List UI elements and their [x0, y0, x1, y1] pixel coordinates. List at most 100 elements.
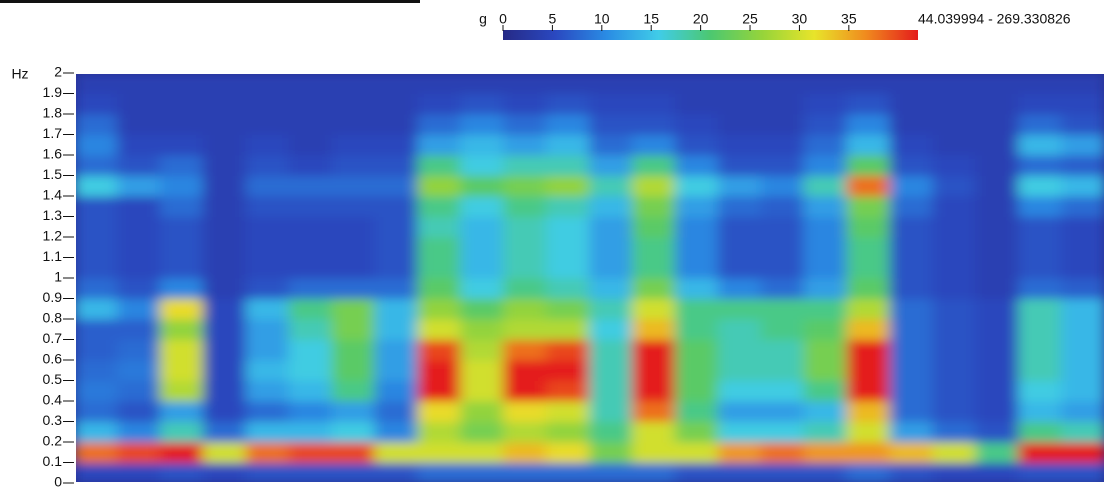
heatmap-cell	[1018, 257, 1063, 279]
heatmap-cell	[889, 257, 934, 279]
heatmap-cell	[932, 278, 977, 300]
heatmap-cell	[718, 216, 763, 238]
heatmap-cell	[546, 380, 591, 402]
heatmap-cell	[932, 155, 977, 177]
heatmap-cell	[246, 298, 291, 320]
heatmap-cell	[975, 462, 1020, 484]
heatmap-cell	[718, 339, 763, 361]
heatmap-cell	[203, 421, 248, 443]
heatmap-cell	[847, 93, 892, 115]
heatmap-cell	[203, 380, 248, 402]
heatmap-cell	[632, 401, 677, 423]
heatmap-cell	[975, 257, 1020, 279]
heatmap-cell	[718, 196, 763, 218]
heatmap-cell	[332, 216, 377, 238]
heatmap-cell	[1018, 298, 1063, 320]
heatmap-cell	[289, 114, 334, 136]
heatmap-cell	[804, 134, 849, 156]
heatmap-cell	[117, 401, 162, 423]
heatmap-cell	[203, 237, 248, 259]
heatmap-cell	[74, 73, 119, 95]
heatmap-cell	[975, 237, 1020, 259]
colorbar-tick-label: 15	[643, 11, 659, 27]
heatmap-cell	[632, 462, 677, 484]
heatmap-cell	[589, 462, 634, 484]
heatmap-cell	[74, 380, 119, 402]
heatmap-cell	[160, 442, 205, 464]
heatmap-cell	[804, 380, 849, 402]
top-edge	[0, 0, 420, 3]
y-tick-label: 1	[54, 269, 62, 285]
heatmap-cell	[546, 462, 591, 484]
heatmap-cell	[932, 360, 977, 382]
heatmap-cell	[589, 442, 634, 464]
heatmap-cell	[589, 175, 634, 197]
heatmap-cell	[804, 93, 849, 115]
heatmap-cell	[374, 339, 419, 361]
heatmap-cell	[1061, 155, 1106, 177]
heatmap-cell	[117, 134, 162, 156]
heatmap-cell	[160, 196, 205, 218]
heatmap-cell	[718, 442, 763, 464]
heatmap-cell	[889, 73, 934, 95]
heatmap-cell	[546, 442, 591, 464]
heatmap-cell	[632, 339, 677, 361]
heatmap-cell	[332, 442, 377, 464]
heatmap-cell	[503, 237, 548, 259]
heatmap-cell	[203, 442, 248, 464]
heatmap	[74, 73, 1106, 484]
heatmap-cell	[804, 339, 849, 361]
heatmap-cell	[374, 134, 419, 156]
heatmap-cell	[417, 401, 462, 423]
heatmap-cell	[1061, 73, 1106, 95]
heatmap-cell	[1018, 155, 1063, 177]
heatmap-cell	[417, 114, 462, 136]
heatmap-cell	[503, 196, 548, 218]
heatmap-cell	[632, 257, 677, 279]
heatmap-cell	[546, 237, 591, 259]
heatmap-cell	[804, 155, 849, 177]
heatmap-cell	[975, 278, 1020, 300]
heatmap-cell	[117, 442, 162, 464]
heatmap-cell	[460, 93, 505, 115]
heatmap-cell	[718, 155, 763, 177]
y-tick-label: 0.1	[43, 453, 63, 469]
heatmap-cell	[203, 155, 248, 177]
y-axis-label: Hz	[11, 66, 28, 82]
heatmap-cell	[1061, 114, 1106, 136]
heatmap-cell	[632, 134, 677, 156]
heatmap-cell	[246, 401, 291, 423]
heatmap-cell	[460, 175, 505, 197]
heatmap-cell	[718, 114, 763, 136]
heatmap-cell	[203, 175, 248, 197]
heatmap-cell	[932, 257, 977, 279]
heatmap-cell	[804, 114, 849, 136]
heatmap-cell	[289, 298, 334, 320]
y-tick-label: 1.9	[43, 84, 63, 100]
heatmap-cell	[503, 278, 548, 300]
heatmap-cell	[804, 401, 849, 423]
heatmap-cell	[117, 298, 162, 320]
heatmap-cell	[804, 175, 849, 197]
heatmap-cell	[589, 298, 634, 320]
heatmap-cell	[932, 175, 977, 197]
heatmap-cell	[203, 257, 248, 279]
heatmap-cell	[761, 196, 806, 218]
heatmap-cell	[546, 401, 591, 423]
heatmap-cell	[332, 257, 377, 279]
y-tick-label: 0.3	[43, 412, 63, 428]
heatmap-cell	[546, 73, 591, 95]
heatmap-cell	[460, 155, 505, 177]
y-tick-label: 0.5	[43, 371, 63, 387]
heatmap-cell	[589, 216, 634, 238]
heatmap-cell	[761, 155, 806, 177]
heatmap-cell	[761, 175, 806, 197]
heatmap-cell	[332, 114, 377, 136]
heatmap-cell	[804, 462, 849, 484]
heatmap-cell	[675, 421, 720, 443]
heatmap-cell	[1061, 134, 1106, 156]
heatmap-cell	[117, 380, 162, 402]
heatmap-cell	[632, 216, 677, 238]
heatmap-cell	[460, 257, 505, 279]
heatmap-cell	[117, 73, 162, 95]
